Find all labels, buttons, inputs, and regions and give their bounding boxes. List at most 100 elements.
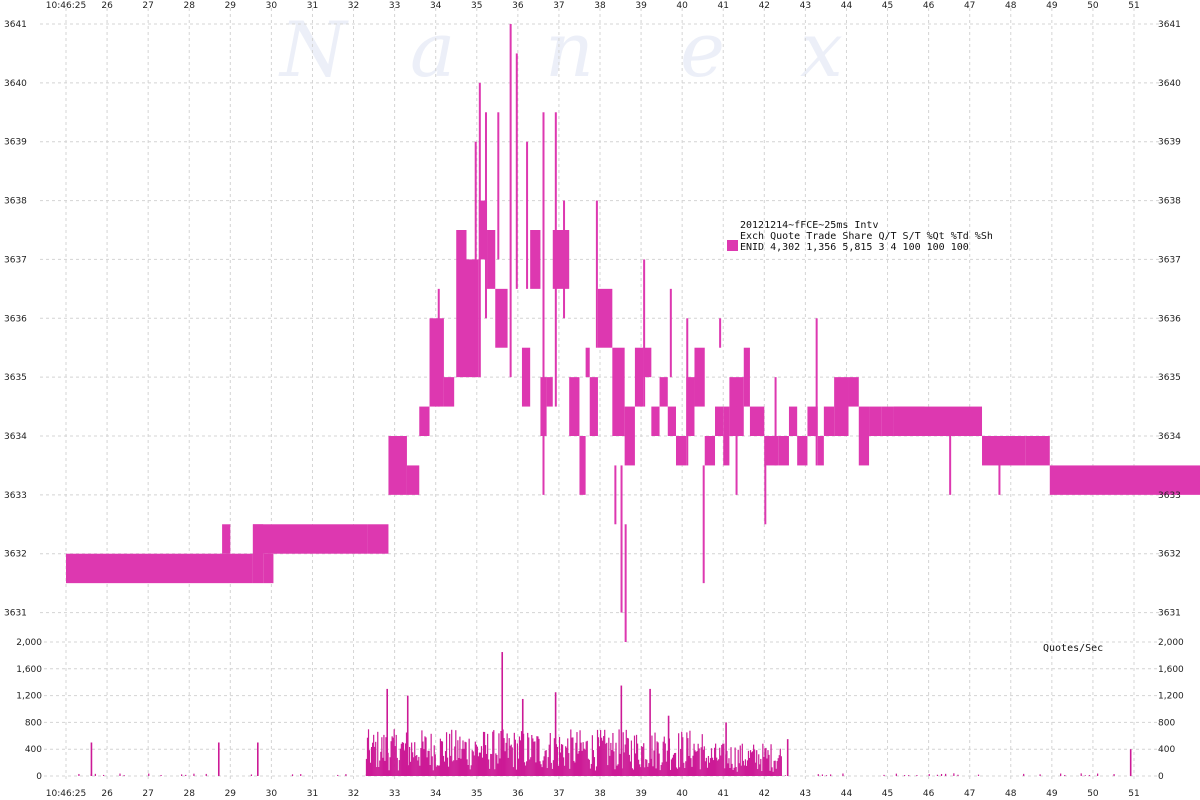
volume-bar [519, 740, 522, 776]
volume-bar [745, 765, 748, 776]
price-block [982, 436, 1026, 466]
volume-bar [666, 750, 668, 776]
volume-bar [380, 751, 382, 776]
volume-bar [643, 743, 645, 776]
volume-bar [709, 758, 712, 776]
volume-bar [410, 761, 412, 776]
price-block [848, 377, 859, 407]
volume-bar [402, 742, 405, 776]
volume-bar [541, 767, 543, 776]
volume-bar [613, 751, 615, 776]
volume-bar [647, 766, 649, 776]
volume-bar [598, 746, 601, 776]
volume-bar [393, 729, 395, 776]
volume-bar [370, 747, 373, 776]
price-block [817, 436, 824, 466]
price-spike [497, 112, 500, 260]
volume-bar [460, 758, 462, 776]
volume-bar [756, 750, 758, 776]
volume-bar [382, 757, 384, 776]
volume-bar [705, 757, 707, 776]
price-block [723, 406, 730, 466]
volume-bar [450, 755, 452, 776]
price-spike [526, 141, 529, 289]
volume-bar [630, 740, 633, 776]
volume-bar [572, 737, 574, 776]
volume-bar [372, 742, 374, 776]
volume-bar [487, 733, 489, 776]
volume-bar [395, 734, 397, 776]
volume-bar [1060, 773, 1062, 776]
volume-bar [503, 738, 505, 776]
volume-bar [770, 744, 772, 776]
volume-bar [571, 737, 573, 776]
y-tick-label-right: 3634 [1158, 432, 1181, 442]
x-tick-label-bottom: 27 [142, 789, 153, 799]
volume-bar [632, 769, 635, 776]
x-tick-label-top: 47 [964, 1, 975, 11]
price-spike [774, 377, 777, 466]
volume-bar [559, 752, 562, 776]
volume-bar [842, 773, 844, 776]
volume-bar [540, 764, 542, 776]
volume-spike [406, 695, 409, 776]
volume-bar [603, 736, 605, 776]
volume-bar [763, 756, 765, 776]
volume-tick-label-left: 1,200 [16, 692, 42, 702]
volume-bar [515, 769, 517, 776]
volume-bar [777, 758, 779, 776]
volume-bar [604, 729, 606, 776]
volume-bar [539, 761, 541, 776]
volume-bar [563, 757, 565, 776]
volume-bar [633, 735, 636, 776]
volume-bar [750, 752, 753, 776]
volume-bar [928, 774, 930, 776]
volume-bar [624, 744, 626, 776]
volume-bar [1097, 773, 1099, 776]
volume-bar [441, 741, 444, 776]
price-block [797, 436, 808, 466]
volume-bar [509, 745, 511, 776]
volume-bar [479, 752, 482, 776]
volume-bar [461, 748, 463, 776]
volume-bar [593, 757, 596, 776]
volume-bar [562, 744, 564, 776]
volume-bar [431, 756, 433, 776]
volume-bar [432, 770, 434, 776]
volume-tick-label-right: 1,600 [1158, 665, 1184, 675]
volume-bar [391, 736, 393, 776]
volume-spike [257, 742, 259, 776]
volume-bar [743, 765, 745, 776]
volume-bar [657, 742, 659, 776]
volume-bar [639, 764, 641, 776]
volume-bar [736, 771, 738, 776]
volume-bar [427, 750, 429, 776]
volume-bar [758, 754, 760, 776]
price-block [487, 230, 496, 289]
volume-spike [554, 692, 557, 776]
volume-bar [684, 768, 686, 776]
volume-bar [740, 765, 742, 776]
volume-bar [537, 736, 539, 776]
volume-bar [511, 747, 513, 776]
volume-bar [536, 736, 538, 776]
volume-bar [681, 731, 683, 776]
volume-bar [584, 749, 586, 776]
volume-bar [617, 764, 619, 776]
volume-bar [685, 761, 687, 776]
volume-bar [699, 769, 701, 776]
volume-bar [94, 773, 96, 776]
volume-bar [400, 743, 402, 776]
price-block [495, 288, 508, 348]
volume-bar [720, 755, 722, 776]
volume-bar [577, 753, 579, 776]
volume-bar [369, 762, 372, 776]
volume-bar [656, 741, 658, 776]
volume-bar [399, 748, 401, 776]
volume-bar [689, 730, 691, 776]
volume-bar [622, 732, 624, 776]
volume-bar [470, 765, 472, 776]
volume-bar [553, 738, 555, 776]
